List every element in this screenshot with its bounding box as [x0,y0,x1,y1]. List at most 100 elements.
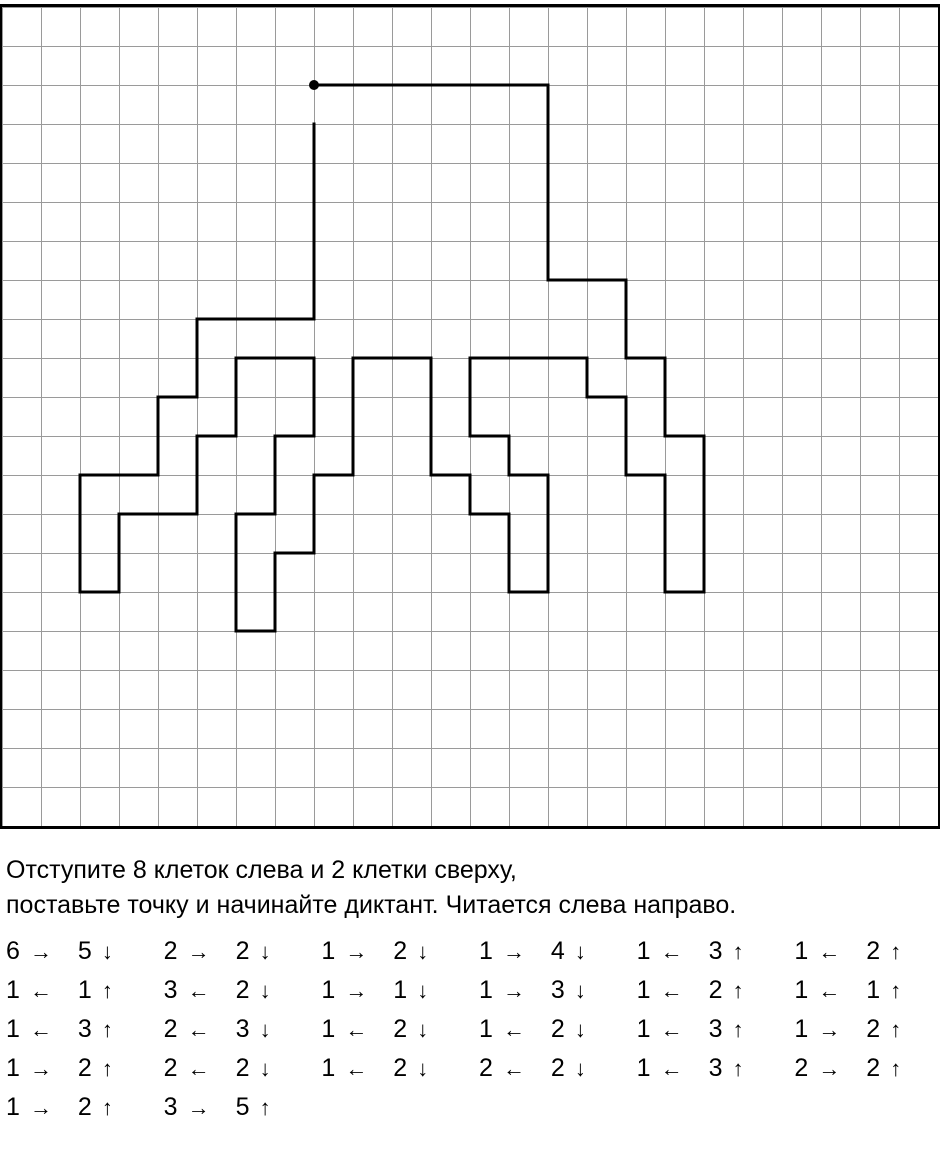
step-cell: 3→ 5↑ [164,1093,304,1122]
step-cell: 1 ← 2 ↓ [321,1054,461,1083]
step-distance: 1 [78,976,96,1005]
step-distance: 1 [6,976,24,1005]
arrow-icon: ↑ [733,941,744,963]
arrow-icon: ↑ [733,1058,744,1080]
step-cell: 1→ 3↓ [479,976,619,1005]
step-cell: 2 → 2 ↑ [794,1054,934,1083]
step-distance: 1 [637,976,655,1005]
step-distance: 1 [321,1054,339,1083]
arrow-icon: ↑ [102,1019,113,1041]
arrow-icon: ← [345,1019,367,1041]
step-distance: 2 [78,1054,96,1083]
arrow-icon: ← [661,1019,683,1041]
step-distance: 1 [637,937,655,966]
step-cell: 1 → 2 ↓ [321,937,461,966]
arrow-icon: ← [345,1058,367,1080]
arrow-icon: ↑ [733,980,744,1002]
instructions-line-2: поставьте точку и начинайте диктант. Чит… [6,888,934,923]
step-cell: 1← 3↑ [637,1015,777,1044]
step-cell: 2 ← 2 ↓ [479,1054,619,1083]
arrow-icon: → [30,1097,52,1119]
arrow-icon: ↓ [417,941,428,963]
arrow-icon: ↑ [102,1097,113,1119]
arrow-icon: ← [30,1019,52,1041]
step-distance: 2 [236,1054,254,1083]
step-distance: 2 [164,1015,182,1044]
step-distance: 2 [794,1054,812,1083]
step-distance: 2 [866,1015,884,1044]
step-cell: 1→ 2↑ [794,1015,934,1044]
step-distance: 1 [794,937,812,966]
arrow-icon: ↓ [417,980,428,1002]
step-cell: 1← 1↑ [6,976,146,1005]
arrow-icon: ↓ [417,1019,428,1041]
step-distance: 4 [551,937,569,966]
instructions-block: Отступите 8 клеток слева и 2 клетки свер… [0,853,940,937]
step-distance: 3 [164,1093,182,1122]
step-distance: 1 [479,937,497,966]
arrow-icon: ↓ [417,1058,428,1080]
arrow-icon: ← [818,980,840,1002]
step-distance: 3 [551,976,569,1005]
arrow-icon: ↓ [575,941,586,963]
step-distance: 3 [709,1015,727,1044]
step-distance: 1 [637,1054,655,1083]
step-cell-empty [321,1093,461,1122]
instructions-line-1: Отступите 8 клеток слева и 2 клетки свер… [6,853,934,888]
arrow-icon: ↓ [260,1019,271,1041]
step-distance: 3 [709,937,727,966]
arrow-icon: ↑ [260,1097,271,1119]
step-distance: 1 [637,1015,655,1044]
step-distance: 2 [866,937,884,966]
step-cell: 2← 2↓ [164,1054,304,1083]
step-distance: 3 [78,1015,96,1044]
arrow-icon: ↑ [890,1058,901,1080]
step-distance: 2 [236,937,254,966]
arrow-icon: ← [661,1058,683,1080]
arrow-icon: ↑ [102,1058,113,1080]
grid-svg [2,7,938,826]
arrow-icon: ← [30,980,52,1002]
arrow-icon: → [188,1097,210,1119]
step-distance: 2 [78,1093,96,1122]
step-cell: 1← 2↓ [321,1015,461,1044]
arrow-icon: ↓ [575,1058,586,1080]
step-distance: 2 [551,1054,569,1083]
step-distance: 1 [393,976,411,1005]
step-cell: 2→ 2↓ [164,937,304,966]
step-distance: 1 [321,1015,339,1044]
step-distance: 1 [479,976,497,1005]
step-distance: 2 [393,1054,411,1083]
step-distance: 2 [393,937,411,966]
arrow-icon: ↓ [260,980,271,1002]
step-cell-empty [479,1093,619,1122]
step-distance: 1 [794,1015,812,1044]
arrow-icon: → [818,1058,840,1080]
arrow-icon: ↑ [890,980,901,1002]
step-distance: 5 [78,937,96,966]
arrow-icon: → [345,980,367,1002]
arrow-icon: ← [503,1058,525,1080]
step-distance: 3 [164,976,182,1005]
start-dot [309,80,319,90]
step-distance: 6 [6,937,24,966]
step-distance: 1 [479,1015,497,1044]
step-cell: 2← 3↓ [164,1015,304,1044]
step-distance: 2 [551,1015,569,1044]
arrow-icon: ↓ [575,1019,586,1041]
step-distance: 2 [866,1054,884,1083]
step-cell: 1← 2↓ [479,1015,619,1044]
arrow-icon: → [503,980,525,1002]
grid-drawing [0,4,940,829]
arrow-icon: → [30,941,52,963]
step-cell-empty [637,1093,777,1122]
step-distance: 2 [164,937,182,966]
arrow-icon: → [345,941,367,963]
step-distance: 3 [236,1015,254,1044]
step-distance: 1 [6,1015,24,1044]
step-distance: 2 [479,1054,497,1083]
step-distance: 1 [321,937,339,966]
arrow-icon: ↓ [260,941,271,963]
step-cell: 1→ 2↑ [6,1054,146,1083]
step-cell: 1← 2↑ [794,937,934,966]
